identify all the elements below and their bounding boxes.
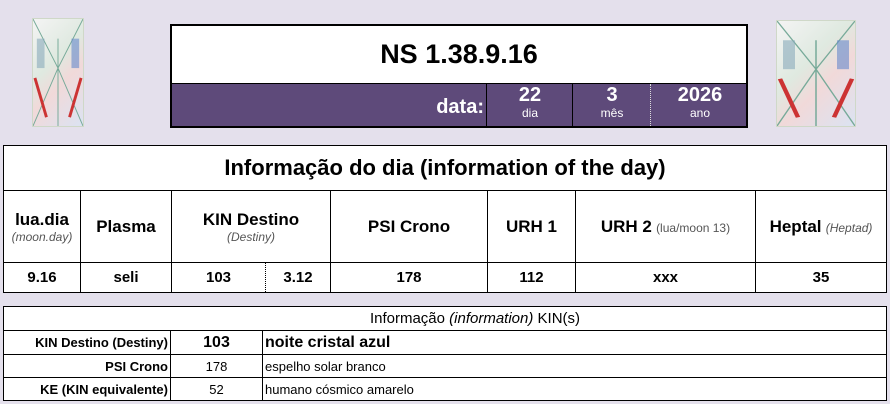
header-kin-destiny: KIN Destino (Destiny) bbox=[171, 190, 331, 263]
table-row: KE (KIN equivalente) 52 humano cósmico ama… bbox=[3, 377, 887, 401]
day-cell: 22 dia bbox=[486, 84, 573, 126]
value-plasma: seli bbox=[80, 262, 172, 293]
day-value: 22 bbox=[518, 84, 542, 106]
kin-info-table: Informação (information) KIN(s) KIN Dest… bbox=[3, 306, 887, 401]
header-psi-crono: PSI Crono bbox=[330, 190, 488, 263]
day-info-title: Informação do dia (information of the da… bbox=[3, 145, 887, 191]
day-label: dia bbox=[521, 106, 538, 120]
value-urh1: 112 bbox=[487, 262, 576, 293]
header-plasma: Plasma bbox=[80, 190, 172, 263]
month-cell: 3 mês bbox=[572, 84, 651, 126]
month-value: 3 bbox=[606, 84, 618, 106]
table-row: KIN Destino (Destiny) 103 noite cristal az… bbox=[3, 330, 887, 355]
value-moon-day: 9.16 bbox=[3, 262, 81, 293]
year-value: 2026 bbox=[677, 84, 723, 106]
date-label: data: bbox=[436, 96, 484, 118]
kin-art-image-right bbox=[776, 20, 856, 127]
header-urh2: URH 2 (lua/moon 13) bbox=[575, 190, 756, 263]
ns-date-title: NS 1.38.9.16 bbox=[172, 26, 746, 84]
year-cell: 2026 ano bbox=[650, 84, 749, 126]
header-moon-day: lua.dia (moon.day) bbox=[3, 190, 81, 263]
year-label: ano bbox=[689, 106, 711, 120]
kin-info-title: Informação (information) KIN(s) bbox=[3, 306, 887, 331]
value-heptad: 35 bbox=[755, 262, 887, 293]
value-psi-crono: 178 bbox=[330, 262, 488, 293]
title-box: NS 1.38.9.16 data: 22 dia 3 mês 2026 ano bbox=[170, 24, 748, 128]
month-label: mês bbox=[600, 106, 624, 120]
day-info-table: Informação do dia (information of the da… bbox=[3, 145, 887, 293]
table-row: PSI Crono 178 espelho solar branco bbox=[3, 354, 887, 378]
value-kin-destiny-moon-day: 3.12 bbox=[265, 262, 331, 293]
header-heptad: Heptal (Heptad) bbox=[755, 190, 887, 263]
kin-art-image-left bbox=[32, 18, 84, 127]
date-bar: data: 22 dia 3 mês 2026 ano bbox=[172, 84, 746, 126]
value-kin-destiny: 103 bbox=[171, 262, 266, 293]
value-urh2: xxx bbox=[575, 262, 756, 293]
header-urh1: URH 1 bbox=[487, 190, 576, 263]
